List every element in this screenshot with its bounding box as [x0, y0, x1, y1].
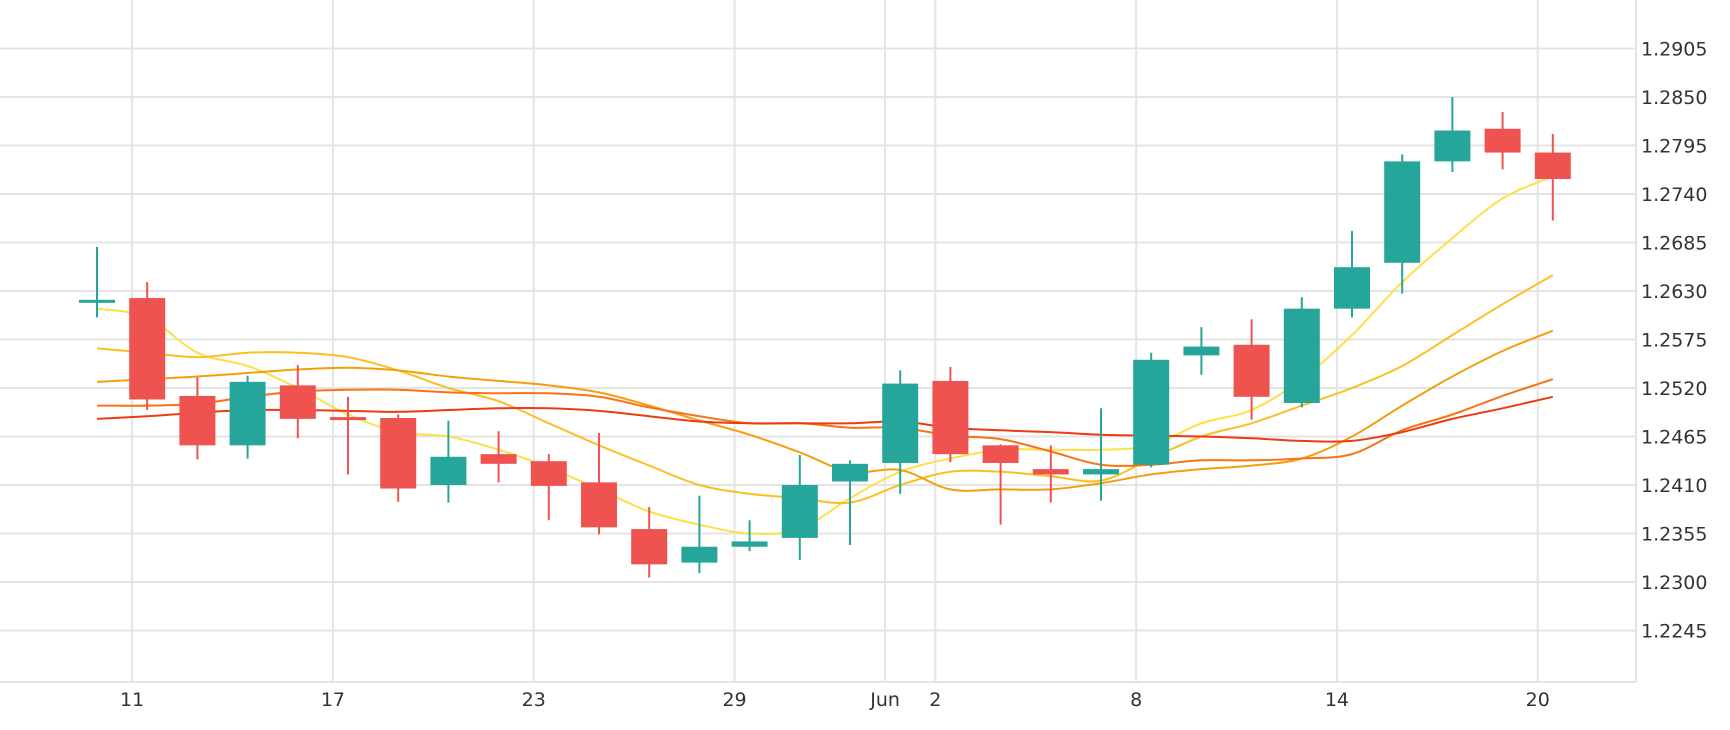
- x-tick-label: 11: [120, 689, 144, 711]
- candle-body: [1133, 359, 1170, 465]
- x-tick-label: Jun: [869, 689, 900, 711]
- candle-body: [79, 299, 115, 303]
- candle-body: [1334, 267, 1370, 309]
- y-tick-label: 1.2245: [1641, 621, 1707, 643]
- candle: [1032, 445, 1069, 503]
- candle: [932, 366, 969, 463]
- candle-body: [279, 385, 316, 419]
- x-tick-label: 23: [522, 689, 546, 711]
- candle-body: [480, 454, 517, 464]
- moving-average-line: [96, 378, 1554, 467]
- candle: [430, 420, 467, 503]
- candle-body: [1233, 344, 1270, 397]
- candle-body: [781, 485, 818, 538]
- candle-body: [530, 461, 567, 486]
- y-tick-label: 1.2905: [1641, 39, 1707, 61]
- x-tick-label: 29: [722, 689, 746, 711]
- candle: [1233, 319, 1270, 420]
- candle-body: [882, 383, 919, 463]
- x-tick-label: 17: [321, 689, 345, 711]
- candle: [1083, 408, 1119, 501]
- y-axis: 1.2905 1.2850 1.2795 1.2740 1.2685 1.2630 1.25…: [1641, 39, 1707, 643]
- candle-body: [1384, 161, 1421, 263]
- candle-body: [1484, 128, 1521, 153]
- candle-body: [631, 529, 668, 565]
- candle-body: [229, 381, 266, 446]
- y-tick-label: 1.2410: [1641, 475, 1707, 497]
- y-tick-label: 1.2520: [1641, 378, 1707, 400]
- candle: [832, 460, 868, 545]
- moving-average-line: [96, 329, 1554, 492]
- candle-body: [430, 456, 467, 485]
- y-tick-label: 1.2850: [1641, 87, 1707, 109]
- candle: [731, 520, 768, 552]
- candle: [1384, 154, 1421, 294]
- candle-body: [681, 546, 718, 563]
- y-tick-label: 1.2740: [1641, 184, 1707, 206]
- y-tick-label: 1.2630: [1641, 281, 1707, 303]
- candle: [229, 375, 266, 459]
- candle: [581, 432, 617, 535]
- candle: [179, 377, 216, 460]
- candle: [279, 365, 316, 439]
- candle: [530, 454, 567, 521]
- x-tick-label: 2: [929, 689, 941, 711]
- candle-body: [832, 463, 868, 482]
- candle: [1183, 327, 1220, 375]
- y-tick-label: 1.2575: [1641, 330, 1707, 352]
- candle: [1484, 111, 1521, 170]
- candle-body: [330, 417, 366, 421]
- candle: [1434, 97, 1471, 172]
- x-tick-label: 14: [1325, 689, 1349, 711]
- candle: [79, 246, 115, 318]
- candle-body: [1083, 469, 1119, 475]
- candle-body: [932, 380, 969, 455]
- grid: [0, 0, 1637, 683]
- candle-body: [982, 445, 1019, 463]
- candles: [79, 97, 1571, 578]
- candle-body: [1534, 152, 1571, 180]
- candle: [480, 431, 517, 483]
- moving-average-line: [96, 395, 1554, 443]
- candle: [1534, 134, 1571, 221]
- candle: [1283, 297, 1320, 408]
- candle: [781, 455, 818, 560]
- y-tick-label: 1.2795: [1641, 136, 1707, 158]
- candle: [681, 495, 718, 574]
- moving-averages: [96, 175, 1554, 535]
- candle-body: [1183, 346, 1220, 356]
- moving-average-line: [96, 175, 1554, 535]
- candle: [129, 282, 166, 411]
- moving-average-line: [96, 274, 1554, 505]
- x-tick-label: 20: [1526, 689, 1550, 711]
- candle-body: [129, 298, 166, 400]
- candle-body: [1434, 130, 1471, 162]
- candle: [631, 507, 668, 578]
- candle: [1334, 231, 1370, 318]
- y-tick-label: 1.2685: [1641, 233, 1707, 255]
- candle: [380, 414, 417, 502]
- y-tick-label: 1.2300: [1641, 572, 1707, 594]
- candle-body: [1032, 469, 1069, 475]
- candle-body: [1283, 308, 1320, 403]
- candle-body: [731, 541, 768, 547]
- candle: [982, 444, 1019, 525]
- candle-body: [380, 417, 417, 489]
- candle: [882, 370, 919, 494]
- candle: [1133, 352, 1170, 468]
- y-tick-label: 1.2465: [1641, 427, 1707, 449]
- candle-body: [581, 482, 617, 528]
- x-axis: 11 17 23 29 Jun 2 8 14 20: [120, 689, 1550, 711]
- candle: [330, 396, 366, 475]
- candle-body: [179, 395, 216, 446]
- x-tick-label: 8: [1130, 689, 1142, 711]
- y-tick-label: 1.2355: [1641, 524, 1707, 546]
